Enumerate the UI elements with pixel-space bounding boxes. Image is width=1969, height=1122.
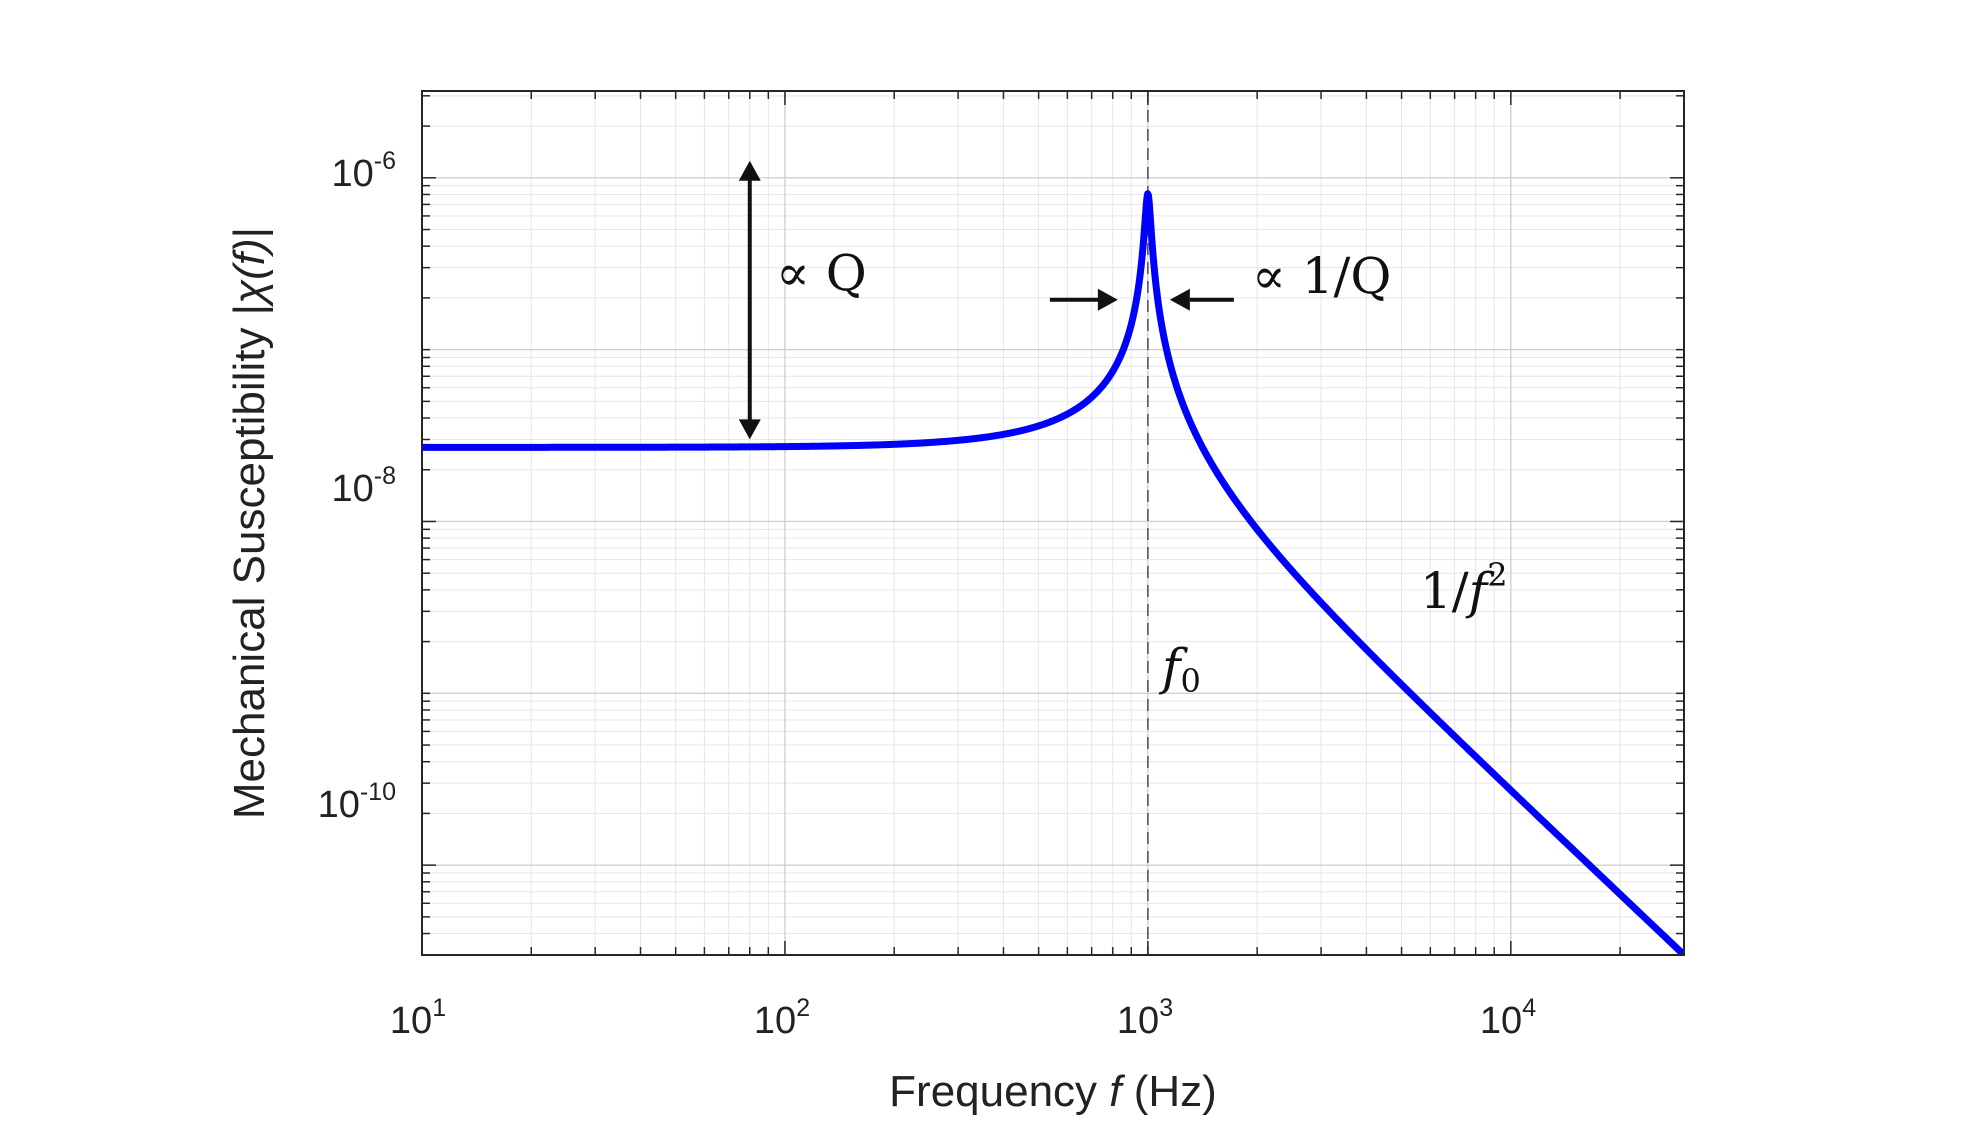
- q-arrow-head-up: [738, 160, 761, 181]
- x-axis-label: Frequency f (Hz): [889, 1067, 1217, 1116]
- plot-frame: [421, 90, 1685, 956]
- y-axis-label: Mechanical Susceptibility |χ(f)|: [225, 227, 274, 819]
- plot-background: [422, 91, 1684, 955]
- x-tick-label-3: 103: [1117, 994, 1173, 1042]
- inverse-q-label: ∝ 1/Q: [1252, 247, 1391, 305]
- minor-grid: [422, 91, 1685, 956]
- annotations: [738, 160, 1234, 440]
- width-arrow-right-head: [1169, 288, 1190, 311]
- width-arrow-left-head: [1097, 288, 1118, 311]
- x-tick-label-2: 102: [754, 994, 810, 1042]
- y-tick-label-1e-8: 10-8: [331, 462, 396, 510]
- axis-ticks: [421, 91, 1685, 956]
- x-tick-label-4: 104: [1480, 994, 1536, 1042]
- y-tick-label-1e-6: 10-6: [331, 147, 396, 195]
- susceptibility-curve: [422, 190, 1684, 955]
- q-proportional-label: ∝ Q: [776, 244, 867, 302]
- q-arrow-head-down: [738, 419, 761, 440]
- y-tick-label-1e-10: 10-10: [318, 778, 396, 826]
- x-tick-label-1: 101: [390, 994, 446, 1042]
